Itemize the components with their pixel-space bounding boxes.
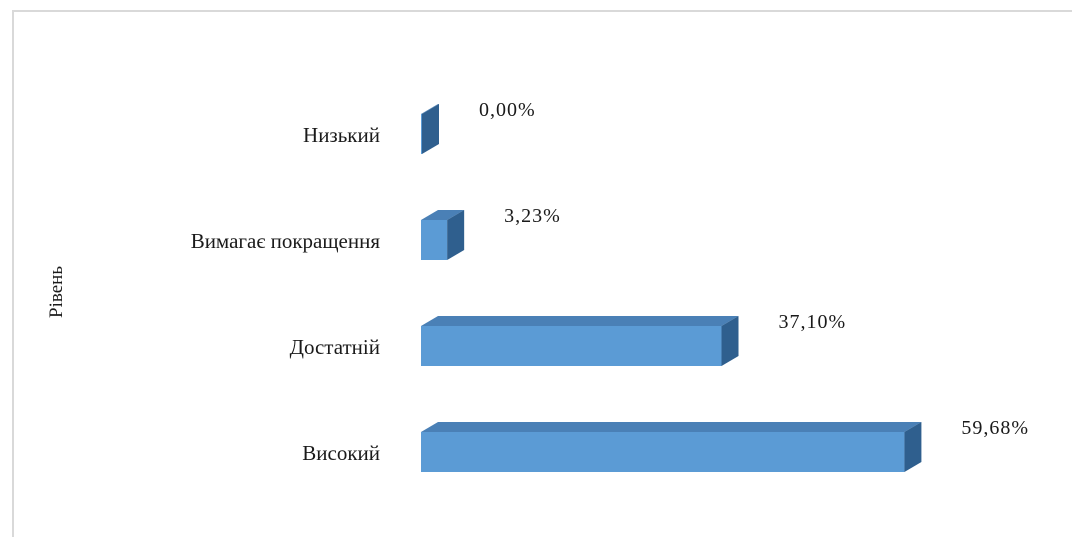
category-label: Низький [303,123,380,147]
category-label: Вимагає покращення [191,229,381,253]
bar [421,422,922,472]
value-label: 59,68% [961,417,1029,439]
chart-frame [12,10,1072,537]
category-label: Достатній [290,335,380,359]
bar-front [421,220,448,260]
bar-front [421,432,905,472]
value-label: 0,00% [479,99,536,121]
bar-front [421,326,722,366]
bar-side [904,422,922,472]
bar-top [421,104,439,114]
bar [421,104,439,154]
value-label: 3,23% [504,205,561,227]
bar-top [421,422,922,432]
bar-top [421,210,465,220]
bar-front [421,114,422,154]
value-label: 37,10% [779,311,847,333]
bar [421,210,465,260]
bar-side [721,316,739,366]
bar-side [447,210,465,260]
category-label: Високий [302,441,380,465]
y-axis-title: Рівень [46,266,67,318]
bar-top [421,316,739,326]
bar-side [422,104,439,154]
bar [421,316,739,366]
